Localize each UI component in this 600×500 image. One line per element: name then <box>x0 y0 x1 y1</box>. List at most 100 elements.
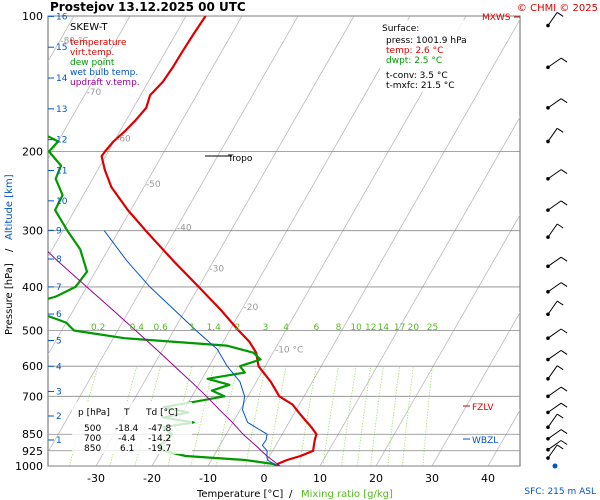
wind-barb-feather <box>560 328 568 334</box>
wind-barb-shaft <box>547 98 562 109</box>
wind-barb-icon <box>546 223 564 239</box>
wind-barb-base <box>546 106 550 110</box>
wind-barb-icon <box>546 349 568 362</box>
altitude-tick-label: 15 <box>56 43 67 53</box>
temperature-tick-label: 0 <box>261 472 268 485</box>
wind-barb-shaft <box>547 365 558 380</box>
legend-item-updraft: updraft v.temp. <box>70 78 140 88</box>
mixing-ratio-label: 17 <box>394 323 405 333</box>
temperature-tick-label: 40 <box>481 472 495 485</box>
wind-barb-feather <box>560 402 568 408</box>
isotherm-line <box>375 214 520 466</box>
surface-temp: temp: 2.6 °C <box>386 46 443 56</box>
table-row-700-t: -4.4 <box>118 434 136 444</box>
mixing-ratio-label: 8 <box>336 323 342 333</box>
datetime-title: 13.12.2025 00 UTC <box>118 0 246 14</box>
wind-barb-shaft <box>547 300 558 315</box>
wind-barb-icon <box>546 413 564 430</box>
temperature-tick-label: 30 <box>425 472 439 485</box>
wind-barb-base <box>546 235 550 239</box>
wind-barb-shaft <box>547 386 562 397</box>
wind-barb-shaft <box>547 12 558 26</box>
isotherm-line <box>544 16 600 466</box>
table-row-500-td: -47.8 <box>148 424 172 434</box>
mixing-ratio-label: 0.2 <box>91 323 105 333</box>
wind-barb-shaft <box>547 57 562 68</box>
table-row-850-t: 6.1 <box>120 444 134 454</box>
isotherm-label: -40 <box>177 224 192 234</box>
isotherm-label: -60 <box>116 134 131 144</box>
x-axis-title-mixing: Mixing ratio [g/kg] <box>301 489 393 500</box>
table-row-850-p: 850 <box>84 444 101 454</box>
altitude-tick-label: 1 <box>56 436 62 446</box>
wind-barb-feather <box>560 440 568 445</box>
pressure-tick-label: 400 <box>22 281 43 294</box>
isotherm-line <box>151 16 411 466</box>
temperature-tick-label: 20 <box>369 472 383 485</box>
wind-barb-base <box>546 65 550 70</box>
wind-barb-base <box>546 425 550 430</box>
mixing-ratio-label: 1 <box>189 323 195 333</box>
wind-barb-base <box>546 264 550 269</box>
pressure-tick-label: 850 <box>22 428 43 441</box>
wind-barb-feather <box>556 11 564 17</box>
temperature-tick-label: -30 <box>87 472 105 485</box>
wind-barb-icon <box>546 169 568 181</box>
wind-barb-shaft <box>547 169 562 180</box>
wind-barb-base <box>546 23 550 28</box>
legend-item-temperature: temperature <box>70 38 127 48</box>
wind-barb-icon <box>546 440 568 452</box>
wind-barb-base <box>546 447 550 452</box>
wind-barb-base <box>546 376 550 381</box>
legend-title: SKEW-T <box>70 22 108 33</box>
table-header-p: p [hPa] <box>78 408 110 418</box>
surface-dwpt: dwpt: 2.5 °C <box>386 56 442 66</box>
isotherm-label: -10 °C <box>275 346 303 356</box>
mixing-ratio-label: 20 <box>408 323 420 333</box>
surface-title: Surface: <box>382 24 419 34</box>
surface-press: press: 1001.9 hPa <box>386 36 467 46</box>
surface-info: Surface: press: 1001.9 hPa temp: 2.6 °C … <box>380 20 475 92</box>
isotherm-label: -80 °C <box>60 36 88 46</box>
wind-barb-feather <box>560 386 568 392</box>
x-axis-title-temperature: Temperature [°C] <box>196 489 283 500</box>
mixing-ratio-label: 14 <box>378 323 390 333</box>
altitude-tick-label: 3 <box>56 387 62 397</box>
legend-item-virt-temp: virt.temp. <box>70 48 114 58</box>
altitude-tick-label: 2 <box>56 412 62 422</box>
wind-barb-shaft <box>547 444 558 459</box>
wind-barb-icon <box>546 200 568 212</box>
wind-barb-feather <box>556 413 564 419</box>
wind-barb-shaft <box>547 128 558 142</box>
tropo-label: Tropo <box>227 154 253 164</box>
altitude-tick-label: 12 <box>56 136 67 146</box>
wind-barb-shaft <box>547 402 562 413</box>
wind-barb-icon <box>546 300 564 317</box>
mxws-label: MXWS <box>482 13 511 23</box>
wind-barb-feather <box>560 200 568 206</box>
wind-barb-icon <box>546 57 568 70</box>
wind-barb-icon <box>546 127 564 144</box>
altitude-tick-label: 16 <box>56 12 68 22</box>
pressure-tick-label: 200 <box>22 145 43 158</box>
wind-barb-icon <box>546 256 568 269</box>
tropopause-marker: Tropo <box>205 154 253 164</box>
wind-barb-icon <box>546 386 568 399</box>
wind-barb-feather <box>556 444 564 450</box>
wind-barb-icon <box>546 282 568 294</box>
mixing-ratio-label: 10 <box>350 323 362 333</box>
wind-barb-feather <box>560 98 568 104</box>
altitude-tick-label: 10 <box>56 197 68 207</box>
isotherm-line <box>431 311 520 466</box>
copyright-text: © CHMI © 2025 <box>517 3 598 14</box>
table-row-500-p: 500 <box>84 424 101 434</box>
wind-barb-base <box>546 436 550 441</box>
wind-barb-icon <box>546 365 564 381</box>
isotherm-label: -30 <box>209 265 224 275</box>
wind-barb-icon <box>546 98 568 110</box>
altitude-tick-label: 11 <box>56 166 67 176</box>
mixing-ratio-label: 0.6 <box>154 323 169 333</box>
mixing-ratio-label: 3 <box>263 323 269 333</box>
grid-labels: -80 °C -70 -60 -50 -40 -30 -20 -10 °C 0.2 0.4 0.6 1… <box>48 12 495 485</box>
wind-barb-shaft <box>547 223 558 238</box>
